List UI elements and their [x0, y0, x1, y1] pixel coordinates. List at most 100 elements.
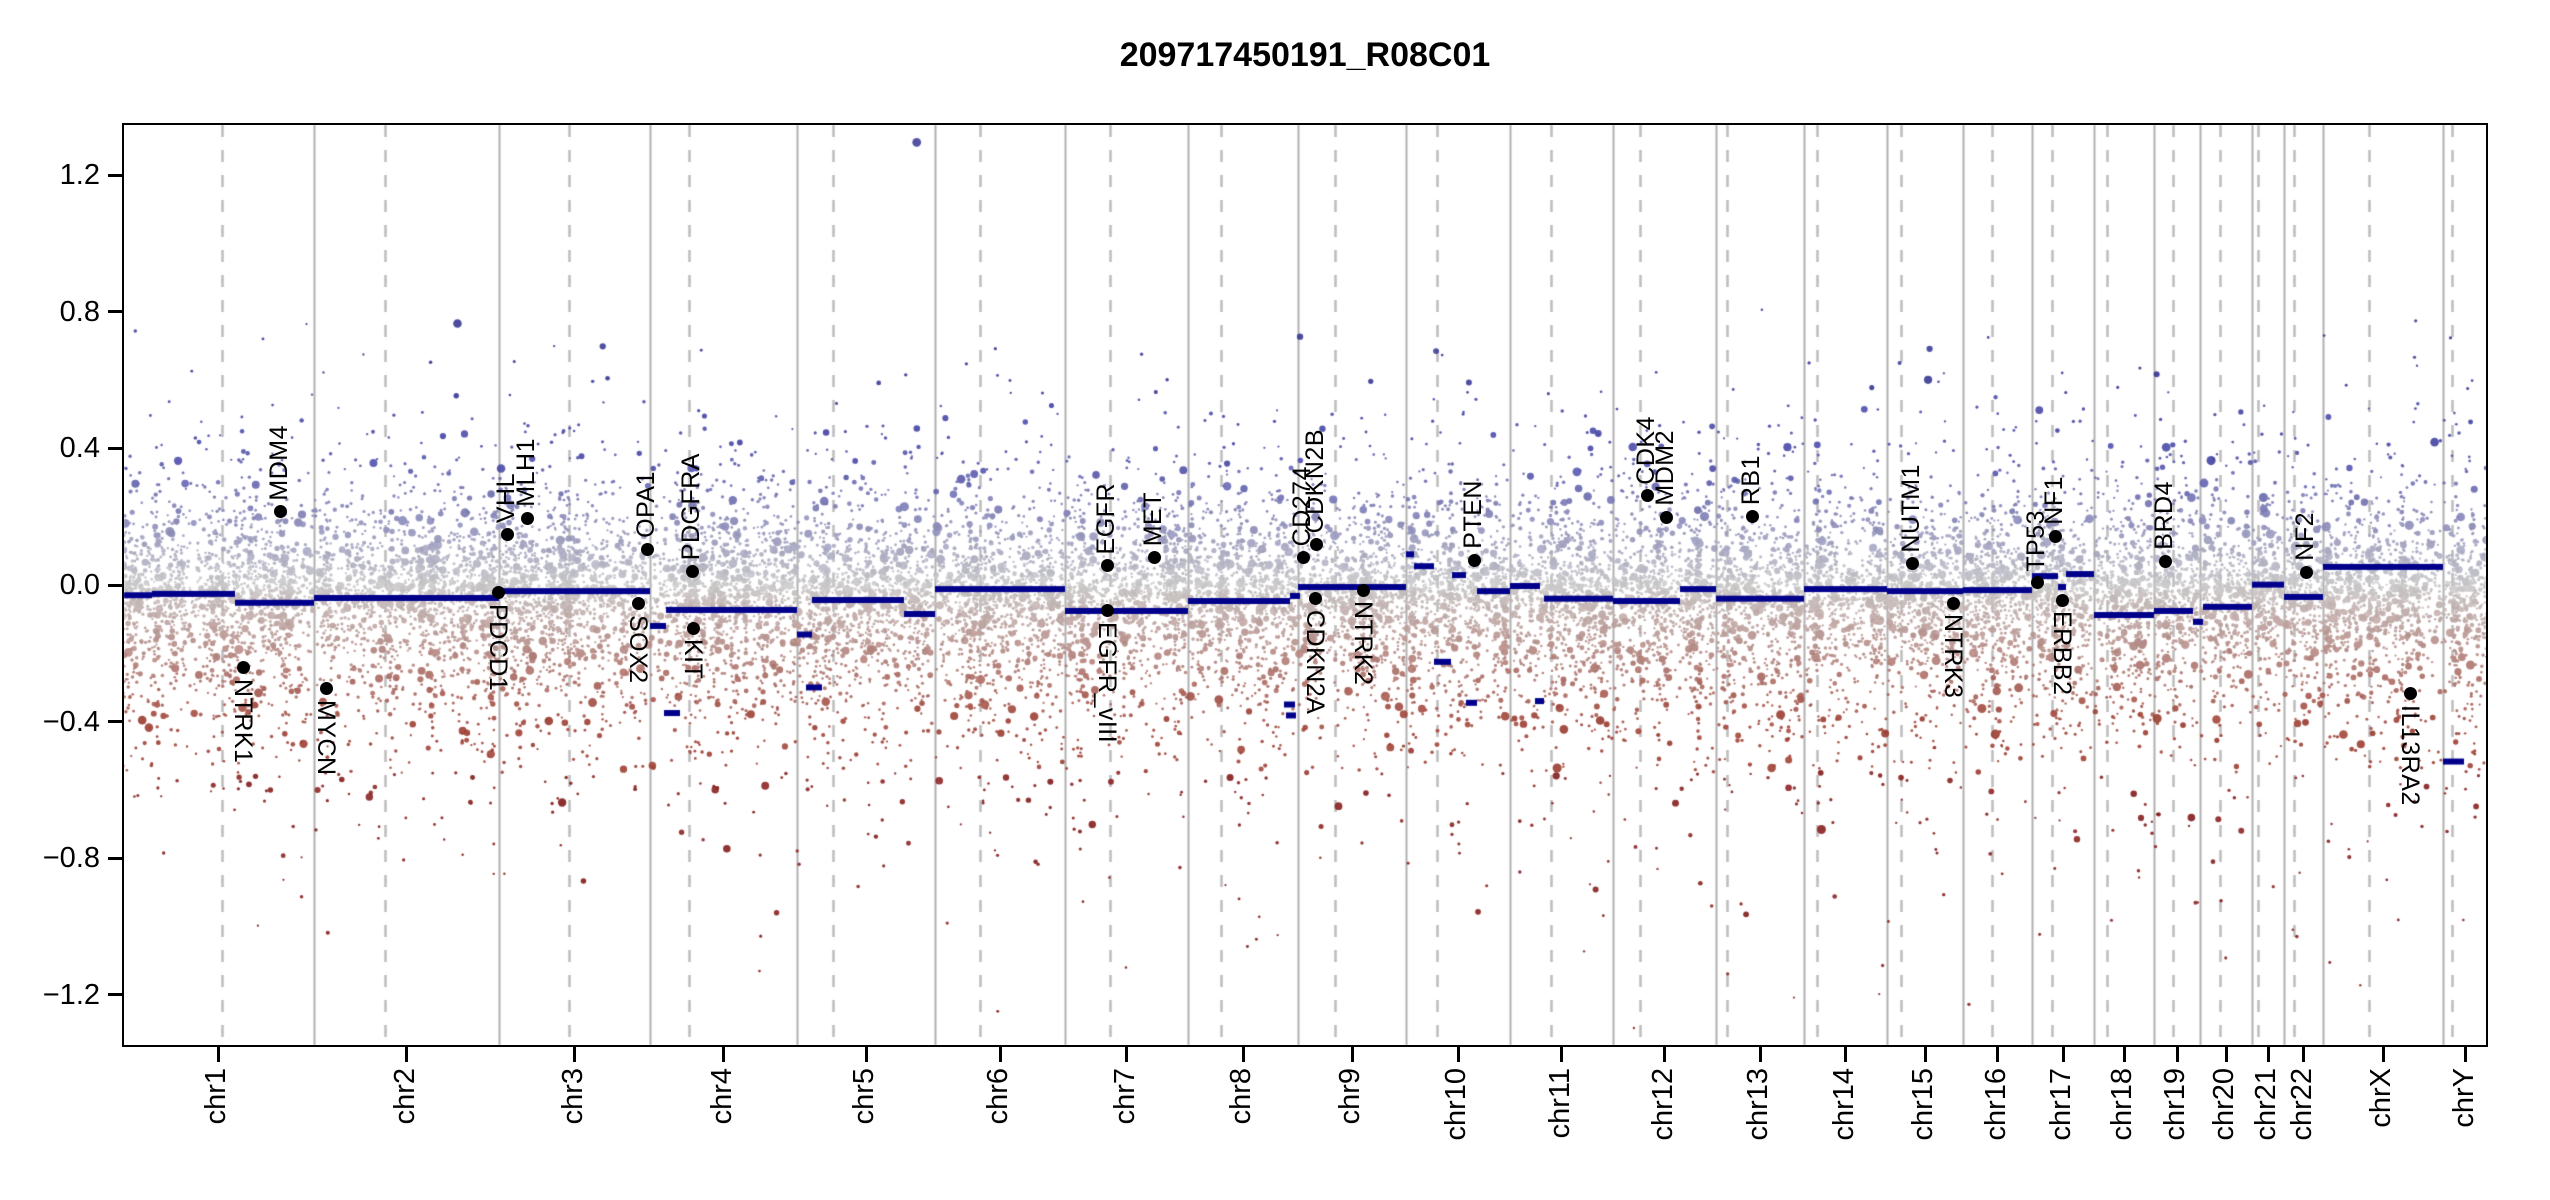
gene-label-PDCD1: PDCD1	[484, 603, 512, 692]
x-tick-label-chr21: chr21	[2250, 1068, 2282, 1141]
gene-label-IL13RA2: IL13RA2	[2396, 704, 2424, 806]
gene-dot-IL13RA2	[2403, 687, 2417, 701]
x-tick-mark	[1996, 1047, 1999, 1062]
gene-label-MDM4: MDM4	[265, 424, 293, 501]
gene-dot-NUTM1	[1905, 556, 1919, 570]
gene-dot-NTRK3	[1946, 596, 1960, 610]
gene-label-OPA1: OPA1	[632, 471, 660, 539]
page-title: 209717450191_R08C01	[1119, 36, 1491, 74]
gene-label-NUTM1: NUTM1	[1897, 463, 1925, 553]
gene-dot-CDK4	[1640, 488, 1654, 502]
gene-dot-PDGFRA	[685, 564, 699, 578]
x-tick-label-chr22: chr22	[2285, 1068, 2318, 1141]
gene-label-MYCN: MYCN	[312, 699, 340, 776]
x-tick-mark	[864, 1047, 868, 1062]
x-tick-mark	[1560, 1047, 1563, 1062]
gene-label-CDKN2B: CDKN2B	[1301, 428, 1329, 534]
x-tick-mark	[1923, 1047, 1927, 1062]
x-tick-mark	[2122, 1047, 2126, 1062]
gene-label-ERBB2: ERBB2	[2048, 611, 2076, 696]
gene-label-PTEN: PTEN	[1459, 480, 1487, 550]
y-tick-label: −1.2	[42, 978, 100, 1011]
gene-label-NTRK3: NTRK3	[1939, 614, 1967, 699]
gene-dot-MDM2	[1659, 510, 1673, 524]
x-tick-mark	[2381, 1047, 2385, 1062]
gene-label-NF1: NF1	[2040, 476, 2068, 526]
x-tick-label-chr10: chr10	[1440, 1068, 1472, 1141]
x-tick-mark	[722, 1047, 725, 1062]
gene-label-KIT: KIT	[679, 639, 707, 680]
x-tick-label-chr16: chr16	[1979, 1068, 2012, 1141]
x-tick-mark	[2266, 1047, 2270, 1062]
x-tick-label-chr13: chr13	[1742, 1068, 1774, 1141]
x-tick-mark	[1125, 1047, 1128, 1062]
gene-label-EGFR_vIII: EGFR_vIII	[1093, 621, 1121, 744]
gene-dot-NTRK2	[1356, 583, 1370, 597]
x-tick-label-chr18: chr18	[2106, 1068, 2138, 1141]
gene-label-EGFR: EGFR	[1092, 482, 1120, 555]
y-tick-label: 0.8	[59, 295, 100, 328]
gene-label-MLH1: MLH1	[512, 438, 540, 508]
x-tick-mark	[573, 1047, 576, 1062]
x-tick-label-chr3: chr3	[556, 1068, 589, 1125]
y-tick-mark	[108, 310, 122, 314]
x-tick-mark	[405, 1047, 408, 1062]
x-tick-label-chr12: chr12	[1646, 1068, 1679, 1141]
gene-label-BRD4: BRD4	[2150, 481, 2178, 551]
x-tick-label-chr6: chr6	[982, 1068, 1014, 1125]
x-tick-label-chr7: chr7	[1108, 1068, 1141, 1125]
x-tick-mark	[2175, 1047, 2179, 1062]
gene-dot-MYCN	[319, 682, 333, 696]
x-tick-label-chr5: chr5	[848, 1068, 880, 1125]
y-tick-mark	[108, 993, 122, 997]
y-tick-mark	[108, 720, 122, 724]
gene-dot-MET	[1147, 550, 1161, 564]
x-tick-label-chr2: chr2	[388, 1068, 421, 1125]
x-tick-label-chr4: chr4	[705, 1068, 738, 1125]
x-tick-mark	[998, 1047, 1002, 1062]
gene-label-RB1: RB1	[1737, 455, 1765, 506]
x-tick-mark	[1350, 1047, 1354, 1062]
x-tick-label-chr17: chr17	[2045, 1068, 2077, 1141]
x-tick-mark	[2464, 1047, 2467, 1062]
y-tick-label: −0.8	[42, 842, 100, 875]
x-tick-mark	[1456, 1047, 1460, 1062]
gene-label-SOX2: SOX2	[624, 614, 652, 684]
gene-label-MET: MET	[1139, 491, 1167, 546]
x-tick-label-chr15: chr15	[1907, 1068, 1939, 1141]
gene-label-CDKN2A: CDKN2A	[1301, 609, 1329, 715]
y-tick-label: 0.0	[59, 569, 100, 601]
gene-label-NTRK2: NTRK2	[1349, 601, 1377, 686]
x-tick-label-chr8: chr8	[1225, 1068, 1257, 1125]
gene-dot-CDKN2A	[1308, 592, 1322, 606]
gene-dot-VHL	[500, 527, 514, 541]
gene-dot-BRD4	[2158, 554, 2172, 568]
x-tick-label-chr20: chr20	[2208, 1068, 2240, 1141]
plot-border	[122, 123, 2488, 1047]
x-tick-mark	[1844, 1047, 1847, 1062]
y-tick-label: 0.4	[59, 432, 100, 465]
x-tick-mark	[1758, 1047, 1762, 1062]
x-tick-label-chr9: chr9	[1334, 1068, 1366, 1125]
x-tick-mark	[2061, 1047, 2065, 1062]
gene-label-MDM2: MDM2	[1651, 430, 1679, 507]
x-tick-mark	[2302, 1047, 2305, 1062]
gene-dot-NTRK1	[236, 661, 250, 675]
x-tick-mark	[1663, 1047, 1666, 1062]
x-tick-label-chr19: chr19	[2159, 1068, 2191, 1141]
y-tick-mark	[108, 173, 122, 177]
gene-dot-EGFR	[1100, 558, 1114, 572]
y-tick-mark	[108, 856, 122, 860]
x-tick-mark	[2224, 1047, 2228, 1062]
gene-label-PDGFRA: PDGFRA	[677, 453, 705, 561]
gene-dot-NF1	[2048, 529, 2062, 543]
gene-dot-PTEN	[1467, 553, 1481, 567]
gene-dot-ERBB2	[2055, 593, 2069, 607]
y-tick-mark	[108, 446, 122, 450]
gene-dot-PDCD1	[491, 586, 505, 600]
y-tick-mark	[108, 583, 122, 587]
x-tick-mark	[1241, 1047, 1245, 1062]
x-tick-mark	[216, 1047, 220, 1062]
